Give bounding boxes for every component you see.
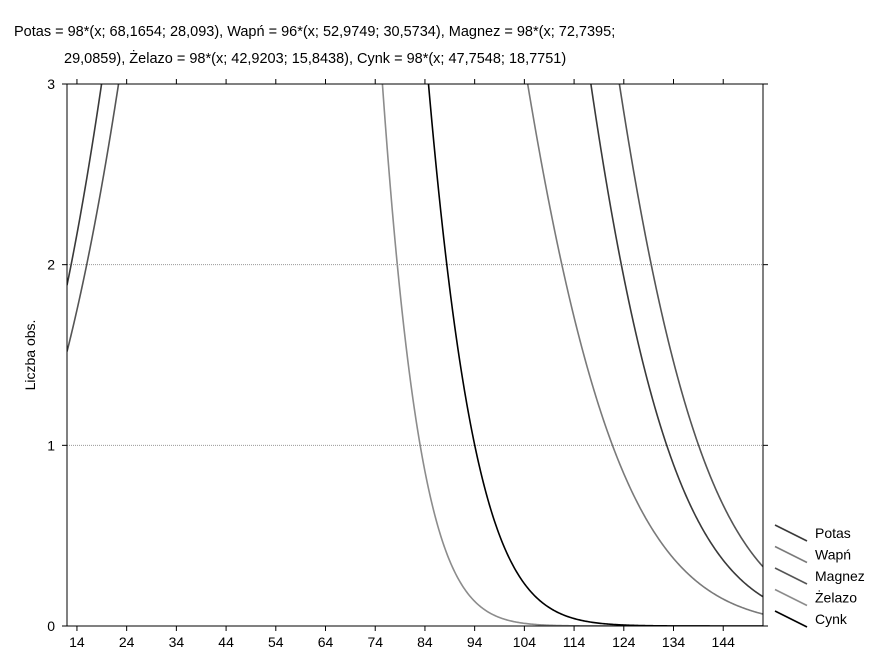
title-line-1: Potas = 98*(x; 68,1654; 28,093), Wapń = … xyxy=(14,24,615,40)
series-line-2 xyxy=(526,84,763,615)
x-axis-ticks: 14 24 34 44 54 64 74 84 94 104 114 124 134 144 xyxy=(69,79,735,650)
series-line-3 xyxy=(67,84,763,568)
plot-frame xyxy=(66,83,764,627)
series-line-5 xyxy=(427,84,763,626)
x-tick-label-84: 84 xyxy=(417,634,433,650)
series-lines xyxy=(67,84,763,626)
legend-label-4: Żelazo xyxy=(815,589,857,606)
x-tick-label-74: 74 xyxy=(367,634,383,650)
legend-label-5: Cynk xyxy=(815,611,848,627)
x-tick-label-94: 94 xyxy=(467,634,483,650)
chart-title: Potas = 98*(x; 68,1654; 28,093), Wapń = … xyxy=(14,24,615,67)
x-tick-label-64: 64 xyxy=(318,634,334,650)
y-tick-label-1: 1 xyxy=(47,437,55,453)
series-line-4 xyxy=(381,84,763,626)
x-tick-label-54: 54 xyxy=(268,634,284,650)
y-tick-label-2: 2 xyxy=(47,257,55,273)
y-axis-label: Liczba obs. xyxy=(22,320,38,391)
legend-swatch-3 xyxy=(774,567,808,585)
x-tick-label-144: 144 xyxy=(712,634,736,650)
x-tick-label-34: 34 xyxy=(169,634,185,650)
legend-label-3: Magnez xyxy=(815,568,865,584)
legend-label-1: Potas xyxy=(815,525,851,541)
title-line-2: 29,0859), Żelazo = 98*(x; 42,9203; 15,84… xyxy=(64,49,566,67)
gridlines xyxy=(67,264,763,446)
x-tick-label-104: 104 xyxy=(513,634,537,650)
x-tick-label-134: 134 xyxy=(662,634,686,650)
y-tick-label-3: 3 xyxy=(47,76,55,92)
x-tick-label-114: 114 xyxy=(563,634,586,650)
x-tick-label-44: 44 xyxy=(218,634,234,650)
x-tick-label-24: 24 xyxy=(119,634,135,650)
y-tick-label-0: 0 xyxy=(47,618,55,634)
series-line-1 xyxy=(67,84,763,598)
legend-swatch-5 xyxy=(774,610,808,628)
legend-swatch-2 xyxy=(774,545,808,564)
y-axis-ticks: 0 1 2 3 xyxy=(47,76,768,634)
legend-label-2: Wapń xyxy=(815,547,851,563)
legend-swatch-4 xyxy=(774,588,808,607)
legend-swatch-1 xyxy=(774,524,808,542)
legend: Potas Wapń Magnez Żelazo Cynk xyxy=(774,524,865,628)
x-tick-label-14: 14 xyxy=(69,634,85,650)
x-tick-label-124: 124 xyxy=(612,634,636,650)
